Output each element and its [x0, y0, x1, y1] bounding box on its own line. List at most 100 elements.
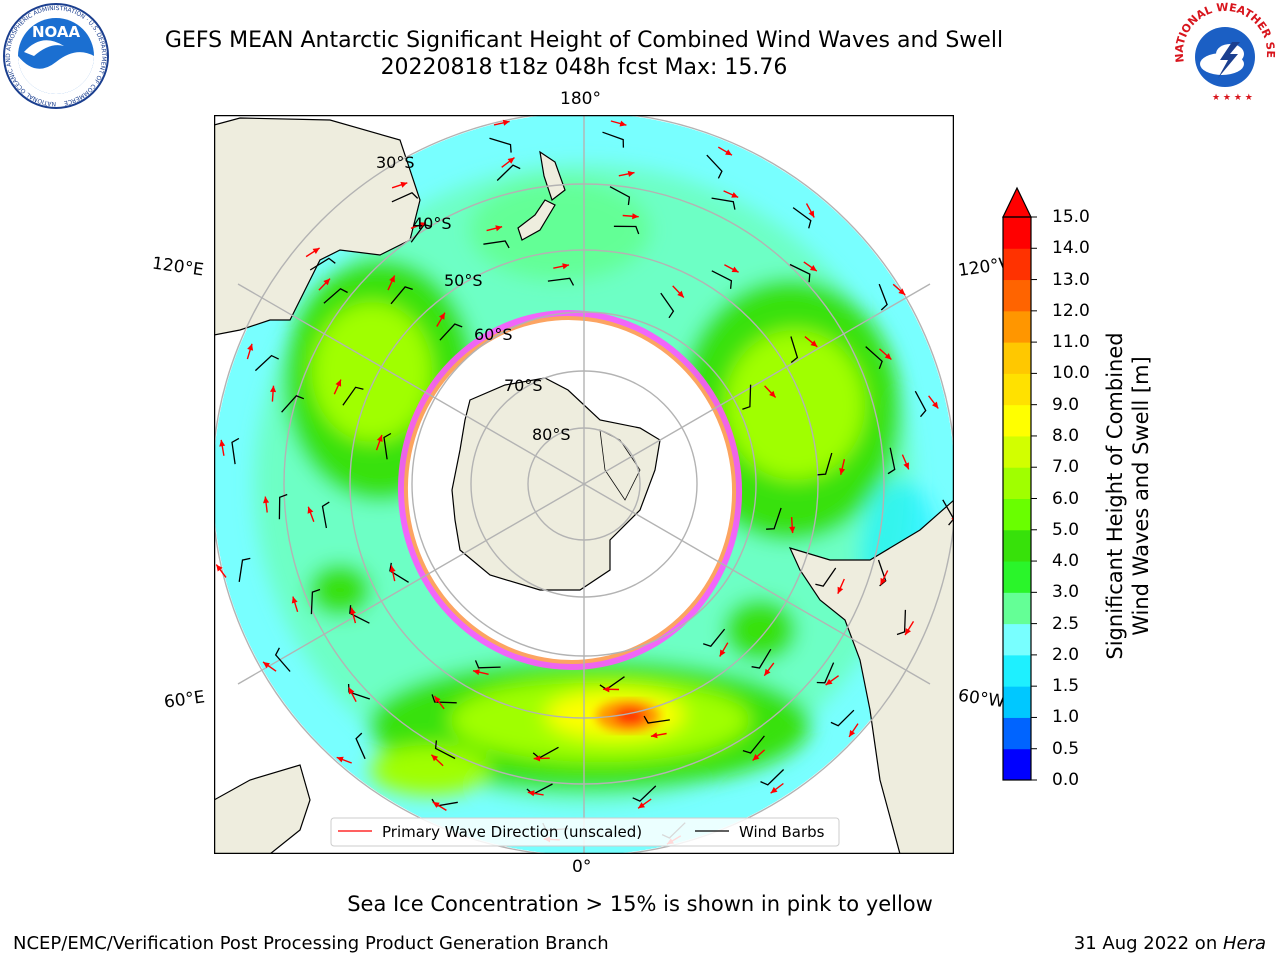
wave-arrow [333, 379, 342, 395]
wave-arrow [879, 348, 892, 361]
wind-barb [321, 501, 330, 529]
wave-arrow [848, 723, 859, 738]
colorbar [1002, 186, 1037, 781]
colorbar-tick-label: 6.0 [1052, 488, 1080, 509]
landmasses [214, 117, 954, 854]
wind-barb [278, 493, 288, 520]
wave-arrow [336, 756, 352, 764]
colorbar-title-line2: Wind Waves and Swell [m] [1129, 356, 1153, 636]
colorbar-block [1003, 686, 1031, 718]
lon-label-60e: 60°E [162, 687, 207, 713]
lat-label-70s: 70°S [504, 376, 543, 395]
wind-barb [742, 735, 765, 754]
wave-arrow [501, 157, 515, 168]
wave-arrow [215, 564, 227, 578]
colorbar-tick-label: 1.0 [1052, 707, 1080, 728]
wind-barb [751, 648, 772, 669]
wave-arrow [764, 385, 777, 398]
wind-barb [632, 785, 657, 802]
wind-barb [613, 225, 640, 235]
polar-map[interactable]: Primary Wave Direction (unscaled) Wind B… [214, 115, 954, 854]
wind-barb [431, 694, 457, 704]
colorbar-tick-label: 4.0 [1052, 551, 1080, 572]
colorbar-tick-label: 0.5 [1052, 738, 1080, 759]
colorbar-block [1003, 748, 1031, 781]
lat-label-40s: 40°S [413, 214, 452, 233]
wind-barb [887, 447, 896, 475]
wind-barb [439, 323, 463, 341]
wave-arrow [527, 790, 544, 797]
wave-arrow [262, 661, 277, 672]
wave-arrow [723, 190, 739, 199]
wave-arrow [472, 669, 489, 676]
colorbar-tick-label: 1.5 [1052, 676, 1080, 697]
wind-barb [602, 131, 625, 148]
wave-arrow [493, 119, 510, 126]
chart-title: GEFS MEAN Antarctic Significant Height o… [164, 28, 1004, 53]
wind-barb [489, 137, 512, 153]
wave-direction-arrows [215, 119, 954, 845]
wind-barb [878, 283, 888, 311]
lon-label-180: 180° [560, 89, 601, 109]
wind-barb [281, 395, 305, 413]
colorbar-block [1003, 217, 1031, 249]
wave-arrow [892, 283, 906, 296]
lat-label-30s: 30°S [376, 153, 415, 172]
wave-arrow [928, 395, 939, 409]
footer-date: 31 Aug 2022 on [1073, 933, 1223, 954]
wind-barb [231, 437, 240, 465]
wave-arrow [350, 607, 357, 624]
wave-arrow [825, 675, 840, 686]
colorbar-block [1003, 279, 1031, 312]
wind-barb [742, 384, 752, 410]
graticule [214, 115, 954, 854]
wave-arrow [804, 336, 818, 348]
wind-barb [342, 386, 364, 406]
wind-barb [323, 288, 348, 304]
wind-barb [349, 605, 370, 624]
wind-barb [434, 740, 456, 760]
wave-arrow [837, 578, 845, 594]
wind-barb [390, 286, 413, 305]
wind-barb [766, 507, 782, 530]
wind-barb [789, 263, 811, 283]
wave-arrow [803, 261, 818, 272]
wind-barb [391, 192, 419, 203]
wave-arrow [553, 263, 570, 270]
wind-barb [790, 336, 799, 364]
wave-arrow [763, 662, 775, 677]
wave-arrow [724, 264, 739, 273]
wind-barb [815, 567, 837, 587]
colorbar-block [1003, 717, 1031, 750]
wind-barb [660, 292, 675, 319]
wind-barb [896, 609, 907, 636]
wind-barb [711, 270, 733, 289]
wind-barb [474, 660, 501, 669]
colorbar-tick-label: 9.0 [1052, 394, 1080, 415]
colorbar-block [1003, 467, 1031, 499]
wave-arrow [318, 278, 331, 291]
svg-text:NOAA: NOAA [32, 23, 81, 41]
wave-arrow [263, 496, 270, 513]
wave-arrow [433, 695, 445, 710]
wave-arrow [879, 570, 889, 586]
wind-barb [703, 628, 726, 647]
colorbar-block [1003, 498, 1031, 531]
lat-label-60s: 60°S [474, 325, 513, 344]
colorbar-tick-label: 2.0 [1052, 644, 1080, 665]
wind-barb [817, 452, 833, 476]
wind-barb [816, 662, 835, 684]
wave-arrow [602, 686, 620, 693]
wave-arrow [904, 621, 915, 636]
lat-label-80s: 80°S [532, 425, 571, 444]
colorbar-block [1003, 404, 1031, 437]
wave-arrow [752, 749, 766, 762]
wave-arrow [270, 385, 277, 402]
wind-barb [865, 346, 883, 370]
wave-arrow [410, 222, 427, 229]
colorbar-tick-label: 12.0 [1052, 300, 1090, 321]
colorbar-tick-label: 3.0 [1052, 582, 1080, 603]
legend-wave-label: Primary Wave Direction (unscaled) [382, 823, 642, 841]
colorbar-block [1003, 654, 1031, 687]
colorbar-block [1003, 529, 1031, 562]
